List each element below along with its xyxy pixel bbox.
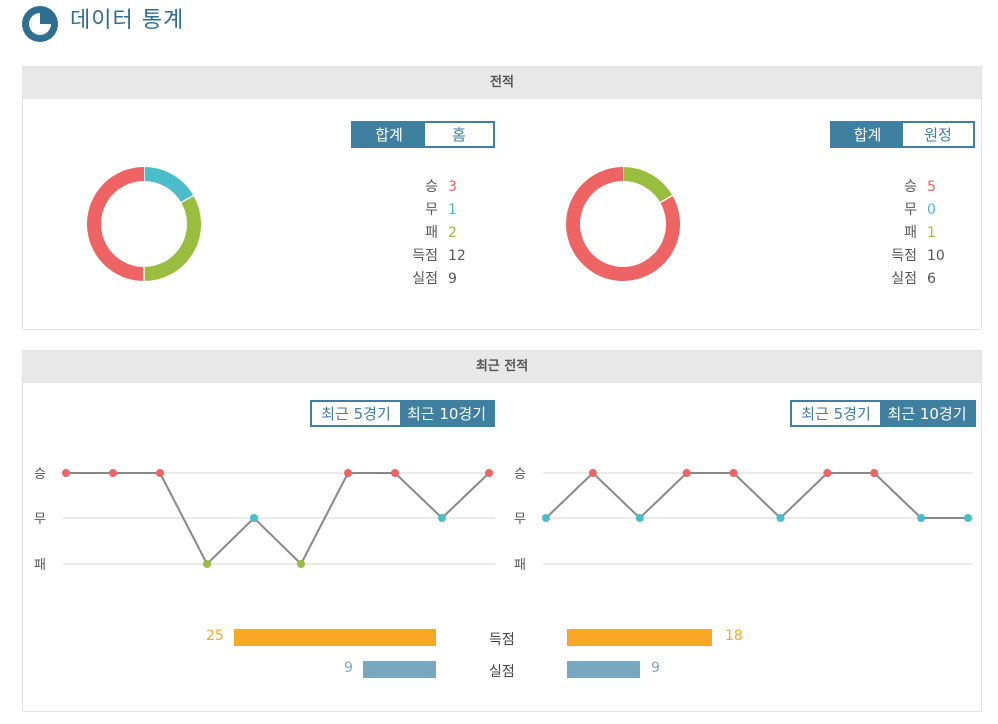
goals-against-label: 실점 <box>891 271 917 287</box>
recent-section-title: 최근 전적 <box>23 351 981 383</box>
home-form-point <box>203 560 211 568</box>
home-donut-slice-separator <box>180 194 194 204</box>
tab-total[interactable]: 합계 <box>832 123 903 146</box>
away-form-y-tick-label: 승 <box>514 467 526 482</box>
goals-for-label: 득점 <box>891 248 917 264</box>
home-form-series-line <box>66 472 490 566</box>
tab-last-10[interactable]: 최근 10경기 <box>880 402 974 425</box>
goals-for-label: 득점 <box>412 248 438 264</box>
home-form-point <box>344 469 352 477</box>
away-recent-toggle: 최근 5경기 최근 10경기 <box>790 400 976 427</box>
away-form-svg: 승무패 <box>514 467 973 573</box>
home-donut-slice-draw <box>143 167 194 203</box>
home-form-svg: 승무패 <box>34 467 495 573</box>
home-form-point <box>297 560 305 568</box>
home-form-y-tick-label: 패 <box>34 558 46 573</box>
pie-chart-icon <box>22 6 58 42</box>
tab-last-5[interactable]: 최근 5경기 <box>792 402 880 425</box>
home-goals-bar <box>234 629 436 646</box>
away-form-y-tick-label: 무 <box>514 512 526 527</box>
home-form-y-tick-label: 무 <box>34 512 46 527</box>
home-form-point <box>438 514 446 522</box>
goals-for-value: 10 <box>927 248 945 264</box>
home-form-point <box>391 469 399 477</box>
losses-value: 1 <box>927 225 936 241</box>
tab-last-10[interactable]: 최근 10경기 <box>400 402 493 425</box>
record-section-title: 전적 <box>23 67 981 99</box>
away-form-point <box>823 469 832 477</box>
tab-away[interactable]: 원정 <box>903 123 973 146</box>
home-donut-slice-loss <box>143 195 201 281</box>
away-form-point <box>964 514 972 522</box>
home-donut-svg <box>87 167 201 281</box>
home-recent-toggle: 최근 5경기 최근 10경기 <box>310 400 495 427</box>
home-form-point <box>62 469 70 477</box>
draws-value: 0 <box>927 202 936 218</box>
wins-label: 승 <box>425 179 438 195</box>
wins-value: 5 <box>927 179 936 195</box>
away-form-point <box>635 514 644 522</box>
away-record-donut <box>564 165 682 283</box>
away-goals-value: 18 <box>725 628 743 644</box>
away-conceded-value: 9 <box>651 660 660 676</box>
losses-value: 2 <box>448 225 457 241</box>
away-donut-slice-win <box>566 167 680 281</box>
goals-for-value: 12 <box>448 248 466 264</box>
away-form-point <box>542 514 550 522</box>
home-donut-slice-win <box>87 167 145 281</box>
goals-against-value: 9 <box>448 271 457 287</box>
home-record-toggle: 합계 홈 <box>351 121 495 148</box>
away-form-y-tick-label: 패 <box>514 558 526 573</box>
away-donut-svg <box>566 167 680 281</box>
home-record-donut <box>85 165 203 283</box>
tab-total[interactable]: 합계 <box>353 123 425 146</box>
home-form-y-tick-label: 승 <box>34 467 46 482</box>
wins-label: 승 <box>904 179 917 195</box>
away-form-point <box>870 469 879 477</box>
away-form-point <box>917 514 926 522</box>
home-conceded-value: 9 <box>344 660 353 676</box>
away-record-toggle: 합계 원정 <box>830 121 975 148</box>
away-conceded-bar <box>567 661 640 678</box>
away-form-point <box>729 469 738 477</box>
tab-last-5[interactable]: 최근 5경기 <box>312 402 400 425</box>
goals-against-value: 6 <box>927 271 936 287</box>
draws-label: 무 <box>425 202 438 218</box>
losses-label: 패 <box>904 225 917 241</box>
page-title: 데이터 통계 <box>70 8 185 33</box>
away-form-point <box>776 514 785 522</box>
home-goals-value: 25 <box>206 628 224 644</box>
home-form-point <box>250 514 258 522</box>
draws-value: 1 <box>448 202 457 218</box>
away-form-series-line <box>545 471 968 520</box>
away-donut-slice-separator <box>659 194 673 204</box>
home-conceded-bar <box>363 661 436 678</box>
home-form-point <box>109 469 117 477</box>
draws-label: 무 <box>904 202 917 218</box>
losses-label: 패 <box>425 225 438 241</box>
home-form-point <box>156 469 164 477</box>
away-form-point <box>682 469 691 477</box>
goals-label: 득점 <box>489 632 515 648</box>
away-donut-slice-loss <box>622 167 673 203</box>
conceded-label: 실점 <box>489 664 515 680</box>
goals-against-label: 실점 <box>412 271 438 287</box>
away-goals-bar <box>567 629 712 646</box>
home-form-point <box>485 469 493 477</box>
away-form-point <box>588 469 597 477</box>
tab-home[interactable]: 홈 <box>425 123 493 146</box>
wins-value: 3 <box>448 179 457 195</box>
